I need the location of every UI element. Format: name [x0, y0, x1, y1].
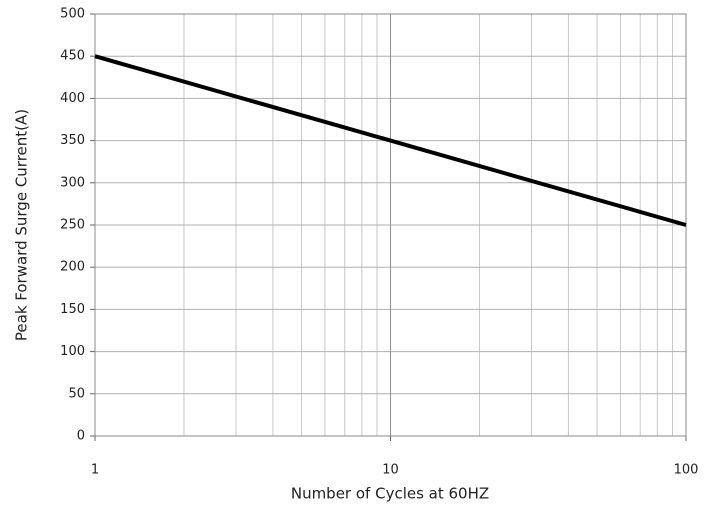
y-tick-label: 350 [60, 133, 85, 148]
y-tick-label: 200 [60, 260, 85, 275]
y-tick-label: 150 [60, 302, 85, 317]
y-axis-label: Peak Forward Surge Current(A) [13, 109, 31, 341]
x-axis-label: Number of Cycles at 60HZ [291, 485, 489, 503]
y-tick-label: 300 [60, 175, 85, 190]
x-tick-label: 10 [382, 463, 399, 478]
x-tick-label: 100 [674, 463, 699, 478]
y-tick-label: 450 [60, 49, 85, 64]
y-tick-label: 50 [68, 386, 85, 401]
y-tick-label: 0 [77, 429, 85, 444]
x-tick-label: 1 [91, 463, 99, 478]
y-tick-label: 250 [60, 218, 85, 233]
data-line [94, 54, 687, 227]
y-tick-label: 500 [60, 7, 85, 22]
y-tick-label: 100 [60, 344, 85, 359]
y-tick-label: 400 [60, 91, 85, 106]
